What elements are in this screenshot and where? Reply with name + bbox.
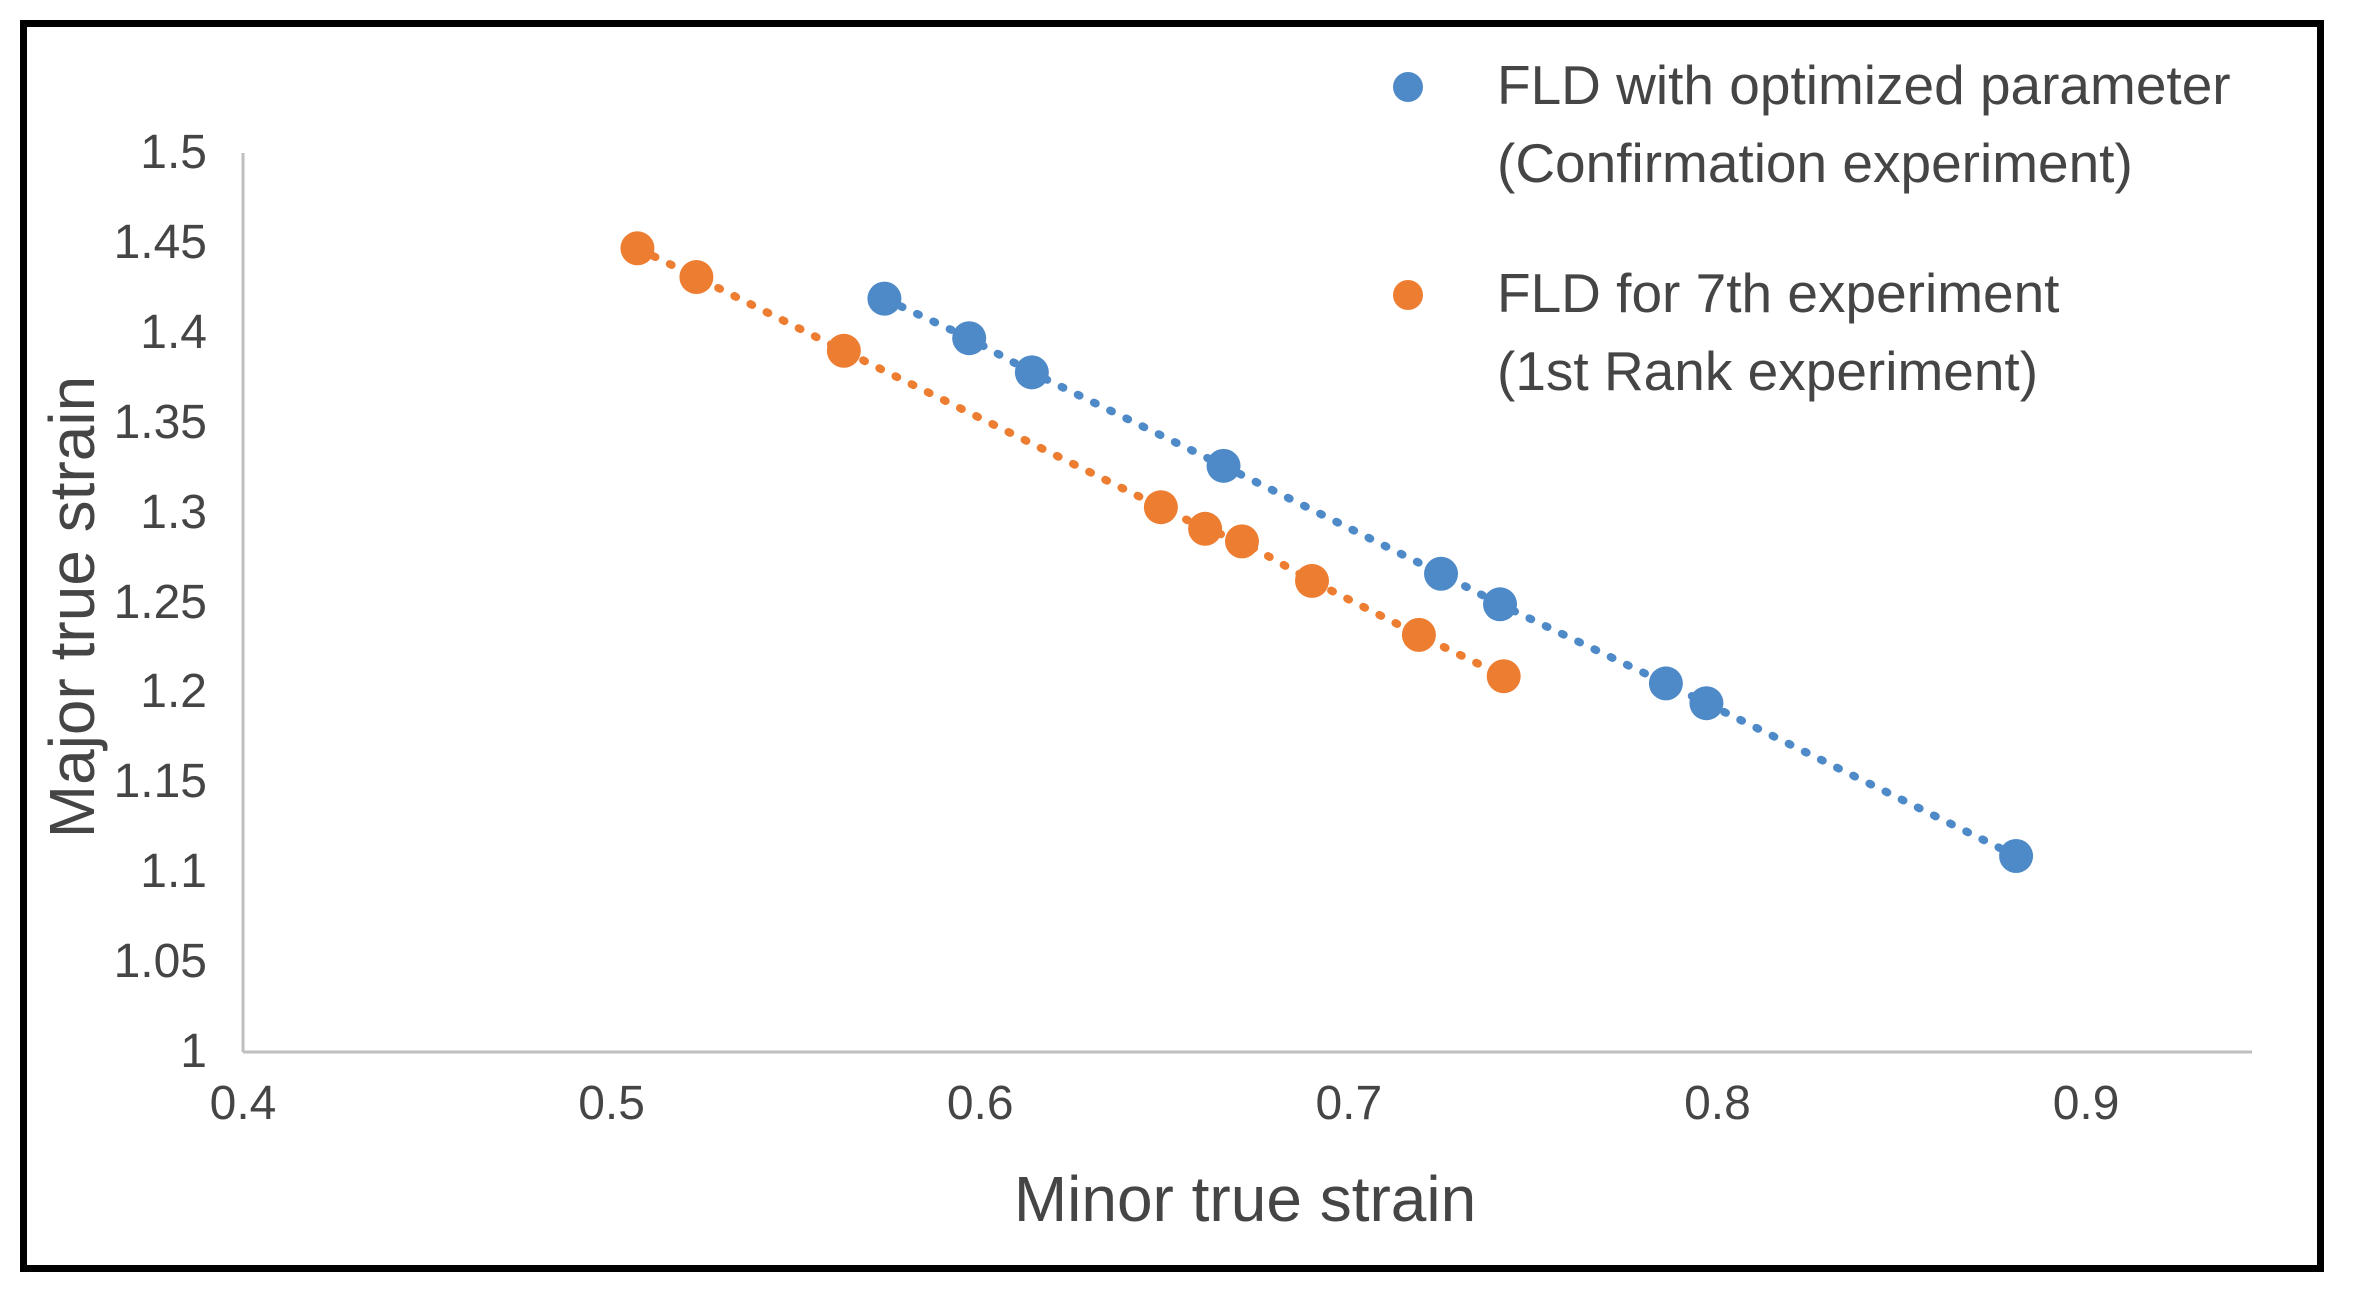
y-tick-label: 1.4 <box>140 305 207 359</box>
x-axis-title: Minor true strain <box>1013 1163 1477 1235</box>
axis-lines <box>241 153 2252 1054</box>
legend-label-line: FLD with optimized parameter <box>1497 54 2231 116</box>
x-tick-label: 0.7 <box>1315 1077 1383 1130</box>
y-tick-label: 1.45 <box>113 215 207 269</box>
x-tick-label: 0.5 <box>578 1077 645 1130</box>
data-point <box>1999 839 2034 874</box>
y-tick-label: 1.05 <box>113 935 207 989</box>
y-tick-label: 1 <box>180 1025 207 1078</box>
y-tick-label: 1.3 <box>140 485 207 539</box>
data-point <box>826 333 861 368</box>
data-point <box>1401 617 1436 652</box>
data-point-markers <box>620 231 2034 874</box>
x-tick-label: 0.6 <box>946 1077 1014 1130</box>
data-point <box>620 231 655 266</box>
data-point <box>1483 587 1518 622</box>
x-tick-label: 0.9 <box>2052 1077 2120 1130</box>
legend-label-line: FLD for 7th experiment <box>1497 262 2060 324</box>
legend-label-line: (1st Rank experiment) <box>1497 340 2039 402</box>
legend-label-7th-experiment: FLD for 7th experiment (1st Rank experim… <box>1497 254 2059 410</box>
y-tick-label: 1.15 <box>113 755 207 809</box>
data-point <box>952 321 987 356</box>
legend-marker-blue-icon <box>1393 72 1423 102</box>
legend: FLD with optimized parameter (Confirmati… <box>1393 46 2231 410</box>
data-point <box>1188 511 1223 546</box>
trendline-series-1 <box>633 244 1508 681</box>
data-point <box>679 260 714 295</box>
y-tick-label: 1.2 <box>140 665 207 719</box>
data-point <box>1143 490 1178 525</box>
y-tick-label: 1.5 <box>140 126 207 179</box>
data-point <box>1224 524 1259 559</box>
y-tick-label: 1.25 <box>113 575 207 629</box>
data-point <box>867 281 902 316</box>
y-axis-title: Major true strain <box>36 375 108 839</box>
data-point <box>1486 659 1521 694</box>
x-tick-label: 0.8 <box>1684 1077 1751 1130</box>
y-tick-label: 1.35 <box>113 395 207 449</box>
legend-entry-7th-experiment: FLD for 7th experiment (1st Rank experim… <box>1393 254 2231 410</box>
legend-label-line: (Confirmation experiment) <box>1497 132 2133 194</box>
data-point <box>1206 448 1241 483</box>
legend-marker-orange-icon <box>1393 280 1423 310</box>
legend-label-optimized: FLD with optimized parameter (Confirmati… <box>1497 46 2231 202</box>
data-point <box>1295 563 1330 598</box>
data-point <box>1689 686 1724 721</box>
y-tick-label: 1.1 <box>140 845 207 899</box>
legend-entry-optimized: FLD with optimized parameter (Confirmati… <box>1393 46 2231 202</box>
data-point <box>1014 355 1049 390</box>
x-tick-label: 0.4 <box>209 1077 277 1130</box>
data-point <box>1424 556 1459 591</box>
data-point <box>1648 666 1683 701</box>
